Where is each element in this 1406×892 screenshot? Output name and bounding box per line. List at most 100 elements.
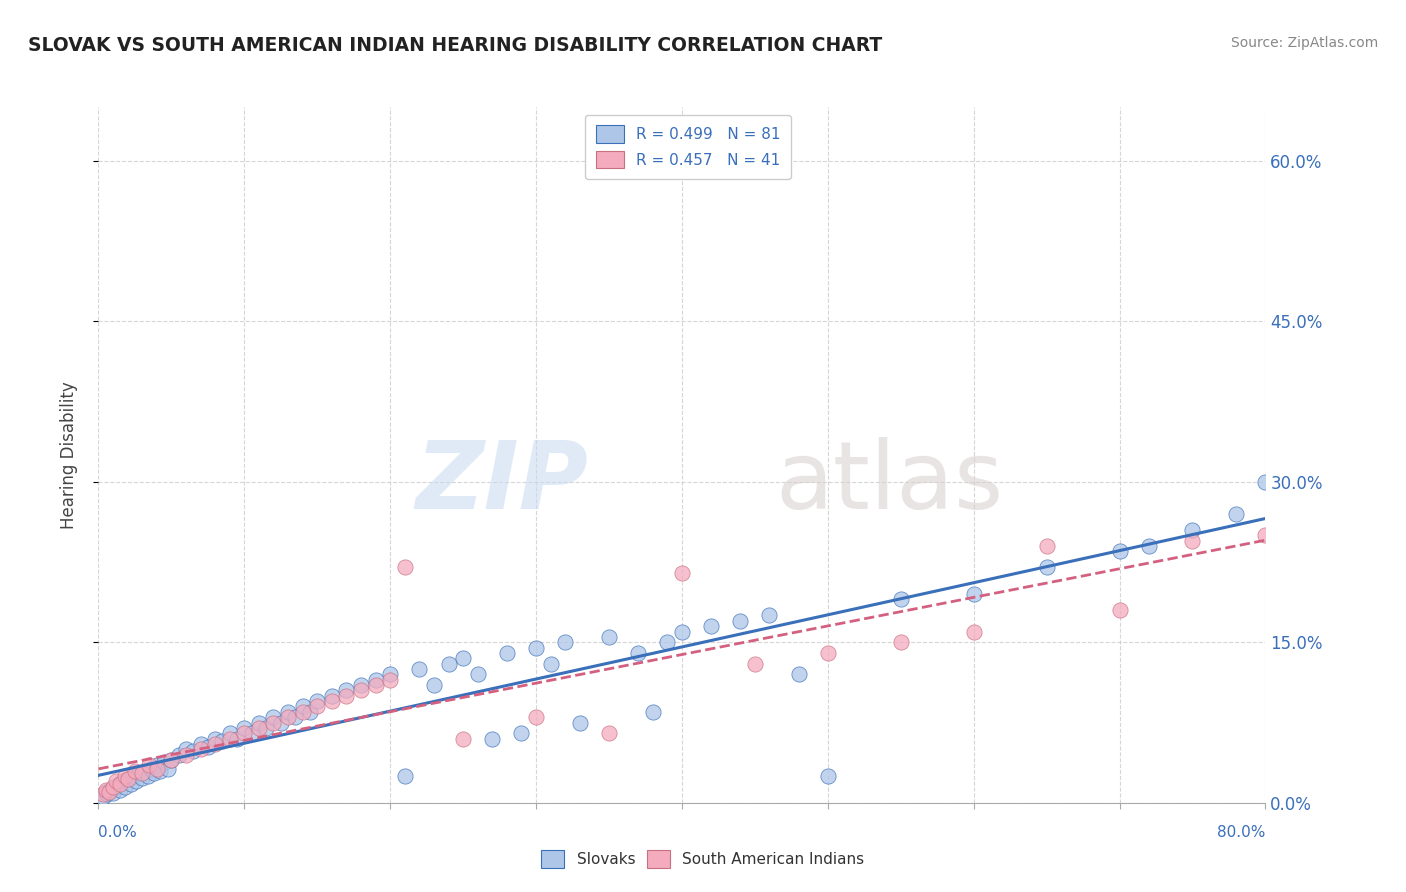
Point (394, 769, 416, 783)
Point (124, 764, 146, 778)
Point (1254, 528, 1277, 542)
Point (307, 694, 329, 708)
Point (146, 758, 169, 772)
Point (174, 742, 197, 756)
Point (181, 744, 204, 758)
Point (364, 678, 387, 692)
Point (962, 587, 984, 601)
Point (437, 657, 460, 671)
Point (1254, 475, 1277, 489)
Point (671, 566, 693, 580)
Point (233, 721, 256, 735)
Text: atlas: atlas (775, 437, 1004, 529)
Point (321, 689, 343, 703)
Point (1137, 539, 1160, 553)
Point (270, 715, 292, 730)
Point (890, 592, 912, 607)
Point (91, 790, 114, 805)
Point (160, 753, 183, 767)
Point (758, 608, 780, 623)
Text: 0.0%: 0.0% (98, 825, 138, 840)
Point (254, 721, 277, 735)
Point (110, 776, 132, 790)
Point (817, 646, 839, 660)
Point (146, 762, 169, 776)
Point (627, 646, 650, 660)
Point (218, 726, 240, 740)
Point (190, 742, 212, 756)
Point (307, 699, 329, 714)
Point (380, 667, 402, 681)
Point (496, 646, 519, 660)
Point (730, 614, 752, 628)
Point (350, 678, 373, 692)
Point (284, 710, 307, 724)
Point (94, 783, 117, 797)
Point (291, 705, 314, 719)
Point (117, 772, 139, 787)
Point (136, 769, 159, 783)
Point (233, 726, 256, 740)
Point (277, 705, 299, 719)
Point (1035, 560, 1057, 574)
Point (598, 726, 620, 740)
Text: 80.0%: 80.0% (1218, 825, 1265, 840)
Point (1181, 523, 1204, 537)
Point (744, 657, 766, 671)
Point (423, 678, 446, 692)
Point (1108, 544, 1130, 558)
Point (247, 715, 270, 730)
Point (350, 683, 373, 698)
Point (291, 699, 314, 714)
Point (524, 640, 547, 655)
Point (131, 765, 153, 780)
Point (380, 673, 402, 687)
Text: ZIP: ZIP (416, 437, 589, 529)
Legend: Slovaks, South American Indians: Slovaks, South American Indians (534, 843, 872, 875)
Point (101, 780, 124, 794)
Point (641, 705, 664, 719)
Point (335, 689, 357, 703)
Point (104, 780, 127, 794)
Point (277, 710, 299, 724)
Point (96, 787, 118, 801)
Point (108, 776, 131, 790)
Point (481, 731, 503, 746)
Point (139, 762, 162, 776)
Point (247, 721, 270, 735)
Point (128, 765, 150, 780)
Point (138, 758, 160, 772)
Point (117, 772, 139, 787)
Point (204, 737, 226, 751)
Point (104, 774, 127, 789)
Y-axis label: Hearing Disability: Hearing Disability (59, 381, 77, 529)
Point (97, 785, 120, 799)
Point (1108, 603, 1130, 617)
Point (167, 747, 190, 762)
Point (451, 731, 474, 746)
Point (112, 774, 135, 789)
Point (321, 694, 343, 708)
Point (211, 733, 233, 747)
Point (394, 560, 416, 574)
Point (962, 624, 984, 639)
Point (240, 726, 263, 740)
Point (554, 635, 576, 649)
Point (120, 776, 142, 790)
Point (190, 737, 212, 751)
Point (540, 657, 562, 671)
Point (114, 780, 136, 794)
Point (335, 683, 357, 698)
Point (226, 731, 249, 746)
Point (657, 635, 679, 649)
Text: SLOVAK VS SOUTH AMERICAN INDIAN HEARING DISABILITY CORRELATION CHART: SLOVAK VS SOUTH AMERICAN INDIAN HEARING … (28, 36, 883, 54)
Point (568, 715, 591, 730)
Point (122, 769, 145, 783)
Point (467, 667, 489, 681)
Point (263, 715, 285, 730)
Point (131, 771, 153, 785)
Point (98, 783, 121, 797)
Point (817, 769, 839, 783)
Point (408, 662, 430, 676)
Point (157, 762, 180, 776)
